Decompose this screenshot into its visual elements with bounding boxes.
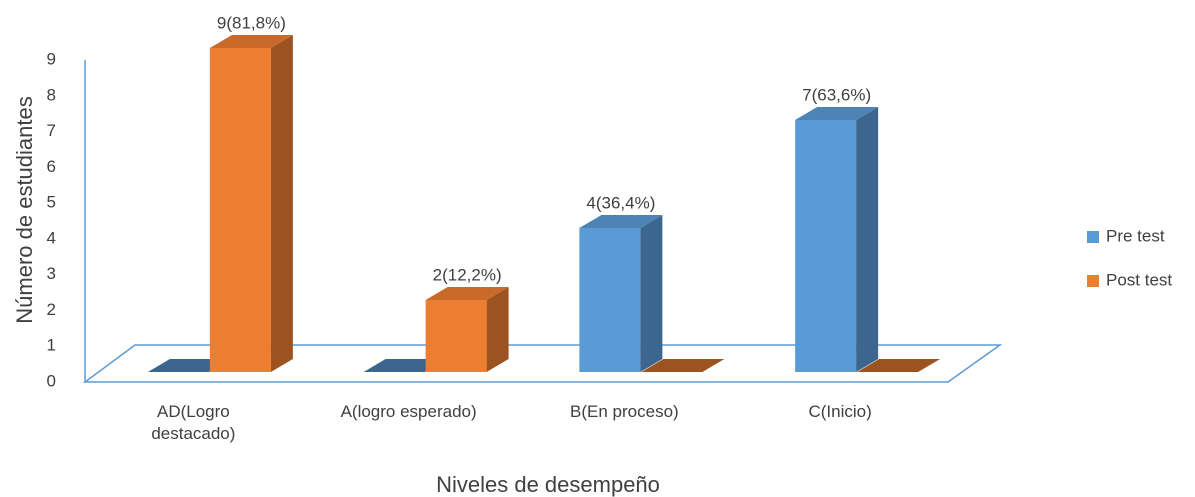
bar-front [579, 228, 641, 372]
floor [82, 344, 1003, 383]
y-tick-label: 6 [47, 157, 56, 176]
x-tick-label: C(Inicio) [808, 402, 872, 421]
bar-top [857, 359, 941, 372]
bar [641, 359, 725, 372]
y-axis-title: Número de estudiantes [12, 96, 37, 323]
bar-front [425, 300, 487, 372]
bar-top [209, 35, 293, 48]
bar-top [579, 215, 663, 228]
x-tick-label: B(En proceso) [570, 402, 679, 421]
y-tick-label: 9 [47, 49, 56, 68]
bar [425, 287, 509, 372]
y-tick-label: 0 [47, 371, 56, 390]
y-tick-label: 7 [47, 121, 56, 140]
x-tick-label: AD(Logro destacado) [151, 402, 236, 443]
bar-top [795, 107, 879, 120]
legend-label: Post test [1106, 270, 1172, 289]
bar-front [209, 48, 271, 372]
y-tick-label: 5 [47, 193, 56, 212]
legend-swatch [1087, 275, 1099, 287]
y-tick-label: 2 [47, 300, 56, 319]
data-label: 2(12,2%) [433, 265, 502, 284]
legend-label: Pre test [1106, 226, 1165, 245]
data-label: 7(63,6%) [802, 85, 871, 104]
data-label: 9(81,8%) [217, 13, 286, 32]
legend-swatch [1087, 231, 1099, 243]
x-axis-title: Niveles de desempeño [436, 472, 660, 497]
bar-side [856, 107, 879, 372]
y-tick-label: 1 [47, 336, 56, 355]
bar-side [486, 287, 509, 372]
bar-top [425, 287, 509, 300]
y-tick-label: 4 [47, 228, 56, 247]
bar [795, 107, 879, 372]
x-tick-label: A(logro esperado) [340, 402, 477, 421]
bar-side [640, 215, 663, 372]
bar [579, 215, 663, 372]
bar-side [270, 35, 293, 372]
bar [857, 359, 941, 372]
y-tick-label: 8 [47, 85, 56, 104]
bar [209, 35, 293, 372]
bar-top [641, 359, 725, 372]
bar-front [795, 120, 857, 372]
y-tick-label: 3 [47, 264, 56, 283]
data-label: 4(36,4%) [586, 193, 655, 212]
